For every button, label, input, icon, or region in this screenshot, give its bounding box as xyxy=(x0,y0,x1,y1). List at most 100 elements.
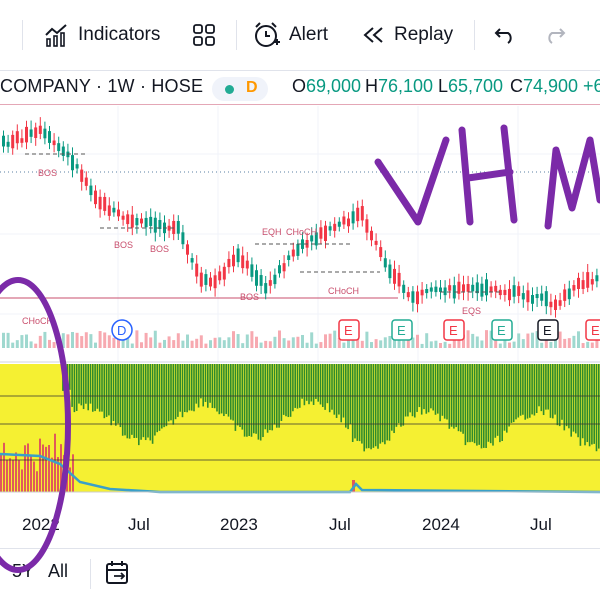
indicator-green-bar xyxy=(299,364,301,408)
templates-button[interactable] xyxy=(192,16,216,54)
market-status-pill[interactable]: D xyxy=(212,77,268,101)
candle-body xyxy=(388,264,392,279)
volume-bar xyxy=(314,343,318,348)
volume-bar xyxy=(158,342,162,348)
candle-body xyxy=(517,286,521,296)
candle-body xyxy=(80,169,84,182)
volume-bar xyxy=(526,333,530,348)
date-range-calendar-icon[interactable] xyxy=(104,559,132,587)
range-bar: 5Y All xyxy=(0,548,600,601)
indicator-green-bar xyxy=(381,364,384,443)
candle-body xyxy=(558,300,562,306)
indicator-green-bar xyxy=(471,364,474,442)
indicator-green-bar xyxy=(147,364,149,438)
indicator-green-bar xyxy=(565,364,568,427)
indicator-green-bar xyxy=(524,364,526,420)
candle-body xyxy=(544,291,548,307)
candle-body xyxy=(264,283,268,294)
price-chart[interactable]: BOS BOS BOS BOS EQH CHoCH CHoCH EQS CHoCH D E E E E E… xyxy=(0,104,600,504)
candle-body xyxy=(52,140,56,146)
indicator-green-bar xyxy=(78,364,80,404)
candle-body xyxy=(144,217,148,228)
indicator-green-bar xyxy=(335,364,338,418)
indicator-green-bar xyxy=(586,364,589,443)
volume-bar xyxy=(172,340,176,348)
symbol-title[interactable]: COMPANY · 1W · HOSE xyxy=(0,76,204,96)
volume-bar xyxy=(360,340,364,348)
range-5y-button[interactable]: 5Y xyxy=(12,561,35,581)
volume-bar xyxy=(2,332,5,348)
volume-bar xyxy=(195,338,199,348)
indicators-icon xyxy=(45,24,67,47)
candle-body xyxy=(29,129,33,137)
candle-body xyxy=(149,216,153,226)
candle-body xyxy=(176,221,180,234)
volume-bar xyxy=(167,336,171,348)
volume-bar xyxy=(531,332,534,348)
replay-button[interactable]: Replay xyxy=(362,16,453,54)
indicator-green-bar xyxy=(395,364,398,427)
candle-body xyxy=(186,244,189,255)
indicator-green-bar xyxy=(230,364,232,420)
candle-body xyxy=(521,293,525,300)
indicator-green-bar xyxy=(577,364,579,438)
indicator-green-bar xyxy=(197,364,200,408)
volume-bar xyxy=(204,343,208,348)
toolbar-cut-button[interactable] xyxy=(0,16,4,54)
earnings-event-label: E xyxy=(591,323,600,338)
candle-body xyxy=(259,275,263,286)
indicator-green-bar xyxy=(423,364,425,410)
ohlc-high: H76,100 xyxy=(365,76,434,96)
indicator-red-bar xyxy=(45,446,47,492)
volume-bar xyxy=(489,330,493,348)
indicator-green-bar xyxy=(62,364,64,391)
undo-button[interactable] xyxy=(494,16,516,54)
range-all-button[interactable]: All xyxy=(48,561,69,581)
candle-body xyxy=(475,282,479,294)
indicator-green-bar xyxy=(119,364,122,428)
indicator-green-bar xyxy=(167,364,170,422)
indicators-button[interactable]: Indicators xyxy=(44,16,160,54)
candle-body xyxy=(328,226,332,231)
candle-body xyxy=(356,207,360,222)
indicator-green-bar xyxy=(351,364,354,442)
indicator-green-bar xyxy=(466,364,469,443)
volume-bar xyxy=(213,337,217,348)
indicator-green-bar xyxy=(174,364,177,420)
redo-button[interactable] xyxy=(544,16,566,54)
structure-label: BOS xyxy=(38,168,57,178)
market-structure-levels: BOS BOS BOS BOS EQH CHoCH CHoCH EQS CHoCH xyxy=(22,153,500,326)
structure-label: BOS xyxy=(150,244,169,254)
volume-bar xyxy=(149,337,153,348)
indicator-green-bar xyxy=(163,364,165,428)
indicator-green-bar xyxy=(259,364,262,441)
volume-bar xyxy=(503,340,507,348)
volume-bar xyxy=(98,331,102,348)
indicator-green-bar xyxy=(213,364,216,409)
indicator-green-bar xyxy=(377,364,379,449)
indicator-green-bar xyxy=(593,364,595,444)
indicator-red-bar xyxy=(33,461,35,492)
replay-label: Replay xyxy=(394,24,454,45)
candle-body xyxy=(466,283,470,292)
candle-body xyxy=(282,263,286,272)
volume-bar xyxy=(107,335,111,348)
alert-button[interactable]: Alert xyxy=(253,16,328,54)
candle-body xyxy=(250,264,254,277)
indicator-green-bar xyxy=(236,364,239,426)
indicator-green-bar xyxy=(402,364,405,426)
volume-bar xyxy=(236,334,240,348)
candle-body xyxy=(15,131,19,144)
indicator-green-bar xyxy=(545,364,547,410)
candle-body xyxy=(420,289,424,296)
indicator-green-bar xyxy=(418,364,421,408)
indicator-green-bar xyxy=(533,364,536,416)
indicator-green-bar xyxy=(450,364,453,427)
candle-body xyxy=(2,135,5,147)
indicator-green-bar xyxy=(480,364,483,449)
indicator-green-bar xyxy=(98,364,101,412)
volume-bar xyxy=(540,342,544,348)
volume-bar xyxy=(48,339,51,348)
structure-label: EQS xyxy=(462,306,481,316)
indicator-green-bar xyxy=(522,364,524,415)
